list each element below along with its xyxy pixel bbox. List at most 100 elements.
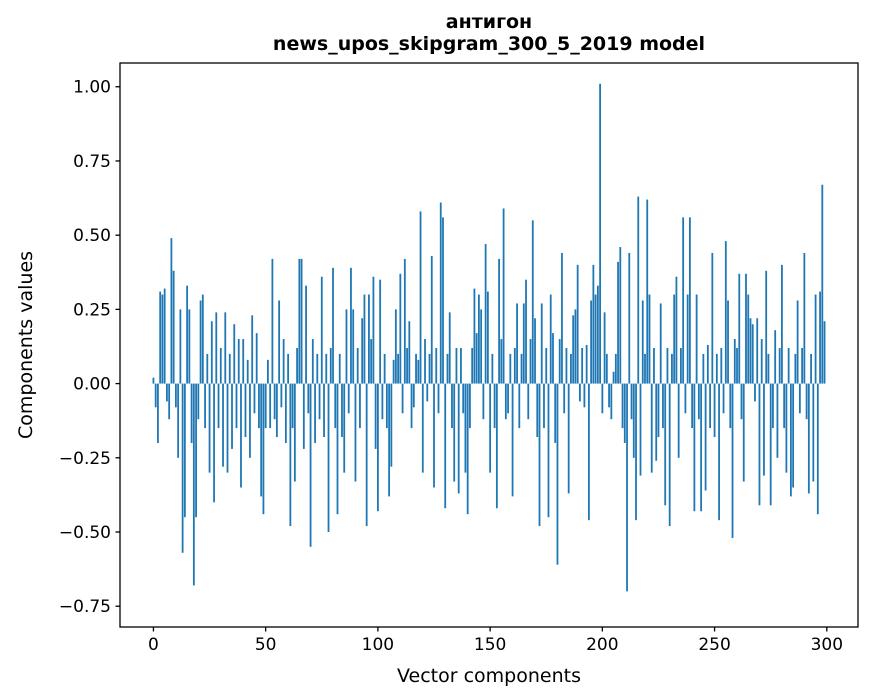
bar	[549, 294, 552, 384]
bar	[816, 383, 819, 515]
bar	[471, 347, 474, 384]
bar	[356, 347, 359, 384]
bar	[217, 383, 220, 429]
bar	[370, 339, 373, 384]
bar	[574, 309, 577, 384]
bar	[525, 279, 527, 384]
bar	[531, 220, 534, 384]
bar	[433, 383, 435, 488]
bar	[190, 383, 193, 443]
bar	[538, 383, 541, 527]
bar	[513, 347, 516, 384]
bar	[803, 252, 806, 384]
bar	[284, 383, 287, 443]
bar	[154, 383, 157, 408]
axes-box	[119, 62, 859, 628]
y-tick-label: −0.75	[59, 597, 111, 617]
bar	[778, 347, 781, 384]
bar	[810, 353, 812, 384]
bar	[484, 244, 487, 384]
bar	[329, 347, 332, 384]
bar	[583, 383, 586, 408]
bar	[711, 252, 714, 384]
bar	[469, 383, 471, 429]
bar	[635, 383, 637, 521]
bar	[307, 383, 310, 414]
bar	[697, 383, 700, 420]
y-tick-label: 0.00	[73, 375, 111, 395]
bar	[302, 383, 305, 449]
bar	[282, 339, 285, 384]
bar	[812, 383, 815, 482]
bar	[377, 383, 379, 512]
bar	[677, 383, 680, 458]
bar	[316, 353, 319, 384]
bar	[374, 383, 377, 449]
bar	[552, 333, 554, 384]
bar	[336, 383, 339, 515]
bar	[473, 288, 476, 384]
bar	[572, 315, 575, 384]
bar	[626, 383, 628, 592]
bar	[644, 353, 646, 384]
bar	[543, 383, 545, 429]
bar	[406, 347, 408, 384]
bar	[704, 383, 707, 491]
bar	[745, 273, 747, 384]
bar	[354, 383, 357, 482]
y-tick-label: −0.50	[59, 523, 111, 543]
bar	[814, 294, 817, 384]
bar	[251, 315, 254, 384]
bar	[192, 383, 195, 586]
bar	[361, 318, 364, 384]
bar	[392, 359, 395, 384]
bar	[794, 353, 797, 384]
bar	[341, 383, 343, 438]
bar	[275, 383, 278, 438]
bar	[170, 238, 173, 384]
bar	[798, 383, 801, 414]
bar	[520, 353, 523, 384]
bar	[821, 184, 824, 384]
bar	[314, 383, 316, 443]
bar	[700, 383, 703, 512]
bar	[399, 273, 402, 384]
bar	[693, 383, 696, 512]
bar	[754, 383, 756, 402]
bar	[801, 347, 804, 384]
x-tick-label: 50	[255, 635, 277, 655]
bar	[390, 383, 393, 467]
bar	[691, 383, 694, 429]
bar	[435, 347, 438, 384]
bar	[419, 211, 422, 384]
bar	[617, 261, 619, 384]
bar	[486, 291, 489, 384]
bar	[267, 359, 269, 384]
bar	[610, 383, 613, 420]
bar	[325, 353, 328, 384]
bar	[738, 273, 741, 384]
y-tick-label: 0.50	[73, 226, 111, 246]
bar	[706, 345, 709, 384]
bar	[570, 353, 572, 384]
bar	[334, 383, 337, 429]
bar	[201, 294, 204, 384]
bar	[195, 383, 197, 518]
plot-area: 0 50 100 150 200 250 300 1.00 0.75 0.50 0.25 0.00 −0…	[59, 62, 859, 655]
bar	[819, 291, 821, 384]
bar	[747, 294, 750, 384]
bar	[554, 383, 557, 443]
bar	[226, 383, 229, 473]
bar	[668, 383, 671, 527]
y-tick-label: 0.75	[73, 152, 111, 172]
bar	[650, 383, 653, 473]
bar	[509, 353, 512, 384]
bar	[338, 353, 341, 384]
bar	[264, 383, 267, 429]
bar	[731, 383, 734, 538]
bar	[579, 383, 581, 402]
bar	[403, 258, 406, 384]
bar	[242, 339, 245, 384]
bar	[323, 383, 325, 438]
bar	[213, 383, 215, 503]
